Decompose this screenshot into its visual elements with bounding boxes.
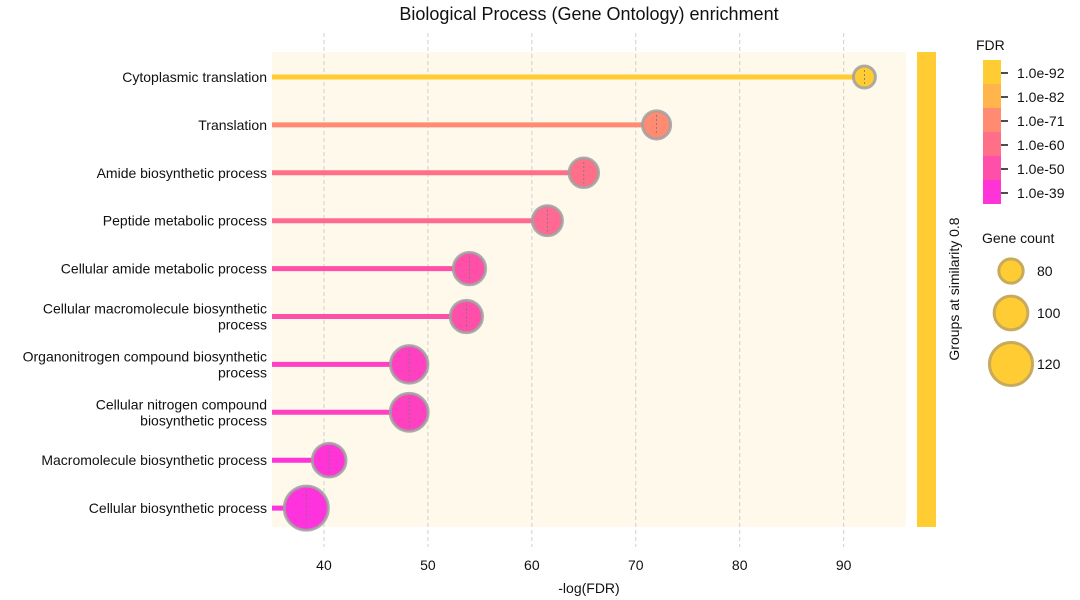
lollipop-dots — [282, 64, 877, 532]
category-labels: Cytoplasmic translation Translation Amide … — [23, 69, 267, 516]
fdr-legend-label: 1.0e-39 — [1017, 185, 1065, 201]
plot-background — [272, 52, 906, 527]
gene-count-legend-title: Gene count — [982, 230, 1054, 246]
fdr-legend-label: 1.0e-50 — [1017, 161, 1065, 177]
category-label: biosynthetic process — [140, 412, 267, 428]
fdr-legend-swatch — [983, 132, 1001, 156]
gene-count-legend-label: 120 — [1037, 356, 1061, 372]
x-tick-label: 40 — [316, 557, 332, 573]
lollipop-dot — [530, 204, 564, 238]
category-label: Cellular macromolecule biosynthetic — [43, 301, 267, 317]
x-tick-label: 80 — [732, 557, 748, 573]
fdr-legend: 1.0e-92 1.0e-82 1.0e-71 1.0e-60 1.0e-50 1.0e-… — [983, 60, 1065, 204]
x-tick-label: 90 — [836, 557, 852, 573]
gene-count-legend-label: 80 — [1037, 263, 1053, 279]
category-label: Organonitrogen compound biosynthetic — [23, 348, 267, 364]
chart-title: Biological Process (Gene Ontology) enric… — [399, 4, 778, 24]
gene-count-legend: 80 100 120 — [987, 257, 1061, 388]
fdr-legend-swatch — [983, 156, 1001, 180]
x-tick-label: 60 — [524, 557, 540, 573]
fdr-legend-swatch — [983, 84, 1001, 108]
lollipop-dot — [388, 344, 430, 385]
lollipop-dot — [388, 391, 430, 433]
lollipop-dot — [641, 109, 673, 141]
category-label: Macromolecule biosynthetic process — [41, 452, 267, 468]
gene-count-legend-circle — [997, 257, 1025, 285]
category-label: Cytoplasmic translation — [122, 69, 267, 85]
category-label: Cellular amide metabolic process — [61, 261, 267, 277]
fdr-legend-label: 1.0e-60 — [1017, 137, 1065, 153]
category-label: Peptide metabolic process — [103, 213, 267, 229]
fdr-legend-title: FDR — [976, 37, 1005, 53]
category-label: Cellular nitrogen compound — [96, 396, 267, 412]
gene-count-legend-circle — [987, 340, 1035, 388]
gene-count-legend-label: 100 — [1037, 305, 1061, 321]
category-label: process — [218, 364, 267, 380]
x-axis-ticks: 40 50 60 70 80 90 — [316, 557, 851, 573]
fdr-legend-swatch — [983, 180, 1001, 204]
group-bar-label: Groups at similarity 0.8 — [946, 217, 962, 360]
x-tick-label: 70 — [628, 557, 644, 573]
fdr-legend-swatch — [983, 60, 1001, 84]
category-label: Amide biosynthetic process — [97, 165, 267, 181]
x-gridlines — [323, 33, 845, 547]
gene-count-legend-circle — [992, 294, 1030, 332]
similarity-group-bar — [917, 52, 936, 527]
x-axis-label: -log(FDR) — [558, 580, 619, 596]
category-label: process — [218, 317, 267, 333]
category-label: Translation — [198, 117, 267, 133]
lollipop-stems — [272, 74, 865, 511]
fdr-legend-swatch — [983, 108, 1001, 132]
lollipop-dot — [851, 64, 877, 90]
lollipop-dot — [567, 156, 601, 190]
x-tick-label: 50 — [420, 557, 436, 573]
fdr-legend-label: 1.0e-92 — [1017, 65, 1065, 81]
fdr-legend-label: 1.0e-71 — [1017, 113, 1065, 129]
category-label: Cellular biosynthetic process — [89, 500, 267, 516]
fdr-legend-label: 1.0e-82 — [1017, 89, 1065, 105]
